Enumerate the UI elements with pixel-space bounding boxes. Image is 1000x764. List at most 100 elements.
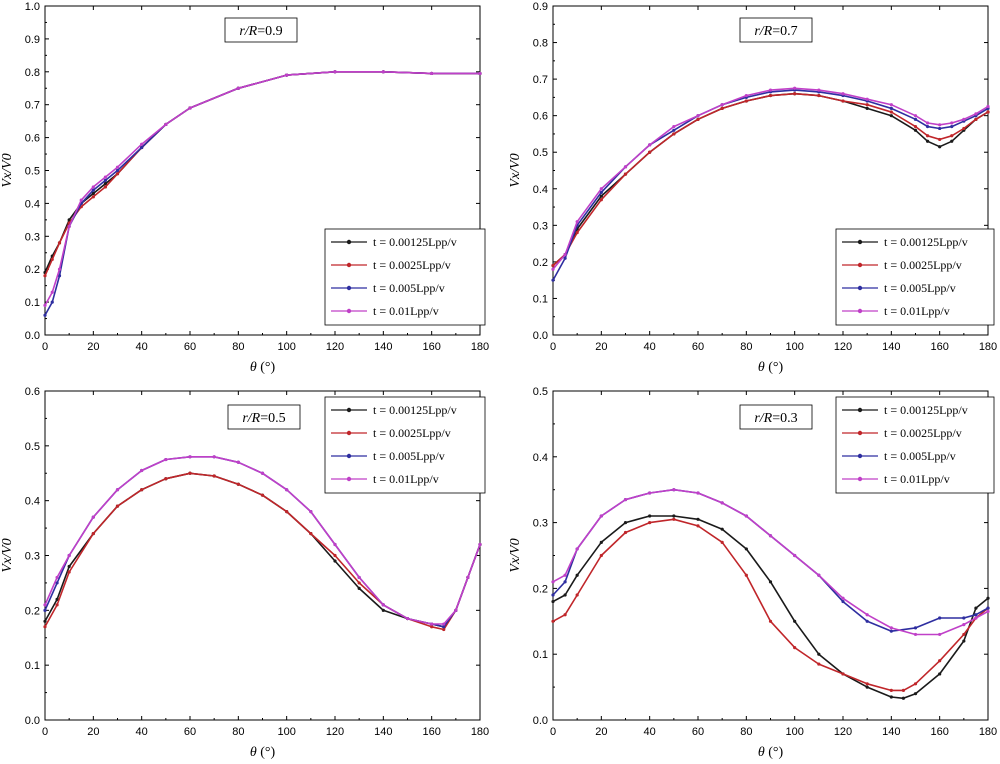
data-point	[672, 517, 676, 521]
y-tick-label: 0.4	[25, 496, 40, 508]
y-tick-label: 0.2	[25, 264, 40, 276]
data-point	[986, 609, 990, 614]
data-point	[913, 626, 918, 630]
x-tick-label: 100	[785, 726, 803, 738]
data-point	[140, 488, 144, 492]
data-point	[913, 632, 918, 637]
data-point	[720, 540, 724, 544]
data-point	[67, 224, 71, 229]
y-tick-label: 0.6	[533, 111, 548, 123]
data-point	[563, 256, 567, 260]
data-point	[696, 491, 700, 495]
x-tick-label: 80	[232, 726, 244, 738]
data-point	[817, 88, 821, 92]
data-point	[563, 613, 567, 617]
data-point	[793, 646, 797, 650]
chart-panel-2: 0 20 40 60 80 100 120 140 160 180 0.0 0.1 0.2 0.3 0.4 0…	[508, 1, 997, 375]
data-point	[43, 274, 47, 278]
x-tick-label: 100	[277, 341, 295, 353]
data-point	[103, 182, 108, 186]
x-tick-label: 140	[374, 341, 392, 353]
data-point	[599, 553, 603, 558]
data-point	[672, 125, 676, 129]
data-point	[478, 542, 482, 547]
chart-panel-4: 0 20 40 60 80 100 120 140 160 180 0.0 0.1 0.2 0.3 0.4 0…	[508, 386, 997, 760]
y-tick-label: 0.6	[25, 386, 40, 398]
data-point	[938, 126, 942, 131]
data-point	[720, 527, 724, 531]
chart-panel-3: 0 20 40 60 80 100 120 140 160 180 0.0 0.1 0.2 0.3 0.4 0…	[0, 386, 489, 760]
data-point	[974, 616, 978, 620]
data-point	[768, 619, 773, 623]
legend-label: t = 0.00125Lpp/v	[884, 403, 968, 417]
data-point	[865, 613, 869, 617]
data-point	[889, 629, 893, 633]
legend-label: t = 0.01Lpp/v	[373, 304, 439, 318]
data-point	[309, 510, 313, 514]
data-point	[841, 99, 845, 103]
data-point	[67, 570, 71, 574]
legend-marker	[857, 453, 863, 459]
data-point	[950, 134, 954, 138]
data-point	[478, 71, 482, 76]
legend-label: t = 0.005Lpp/v	[373, 281, 445, 295]
data-point	[913, 125, 918, 129]
data-point	[551, 599, 555, 604]
x-axis-label: θ (°)	[758, 360, 784, 375]
x-tick-label: 40	[136, 726, 148, 738]
data-point	[442, 622, 446, 626]
legend-label: t = 0.00125Lpp/v	[373, 403, 457, 417]
legend-marker	[346, 262, 352, 268]
data-point	[67, 218, 71, 222]
data-point	[841, 92, 845, 96]
data-point	[103, 175, 108, 179]
legend-marker	[346, 308, 352, 314]
data-point	[950, 125, 954, 129]
data-point	[720, 106, 724, 110]
series-line-1	[552, 515, 989, 700]
legend-label: t = 0.01Lpp/v	[373, 472, 439, 486]
data-point	[599, 540, 603, 544]
data-point	[43, 625, 47, 629]
data-point	[599, 198, 603, 202]
legend-marker	[857, 285, 863, 291]
data-point	[115, 172, 120, 176]
annotation-box	[227, 404, 301, 430]
y-tick-label: 0.0	[25, 715, 40, 727]
data-point	[381, 70, 385, 74]
data-point	[115, 488, 120, 492]
x-tick-label: 60	[184, 726, 196, 738]
data-point	[551, 593, 555, 597]
data-point	[466, 575, 470, 580]
data-point	[696, 517, 700, 521]
data-point	[430, 622, 434, 626]
data-point	[442, 627, 446, 632]
data-point	[623, 530, 628, 535]
data-point	[140, 145, 144, 150]
radius-annotation: r/R=0.7	[754, 24, 797, 39]
data-point	[285, 73, 289, 77]
legend-box	[324, 396, 486, 494]
data-point	[563, 580, 567, 584]
data-point	[986, 104, 990, 109]
data-point	[817, 93, 821, 98]
data-point	[925, 139, 930, 143]
data-point	[57, 241, 62, 245]
series-line-3	[552, 488, 989, 633]
data-point	[950, 139, 954, 143]
data-point	[140, 468, 144, 473]
x-axis-label: θ (°)	[250, 360, 276, 375]
x-tick-label: 80	[740, 726, 752, 738]
data-point	[938, 659, 942, 663]
data-point	[67, 564, 71, 569]
data-point	[164, 122, 168, 127]
data-point	[55, 603, 59, 607]
data-point	[913, 682, 918, 686]
x-tick-label: 100	[785, 341, 803, 353]
x-tick-label: 160	[422, 341, 440, 353]
x-tick-label: 120	[834, 341, 852, 353]
data-point	[672, 132, 676, 136]
data-point	[865, 97, 869, 101]
data-point	[43, 608, 47, 612]
data-point	[91, 195, 95, 199]
